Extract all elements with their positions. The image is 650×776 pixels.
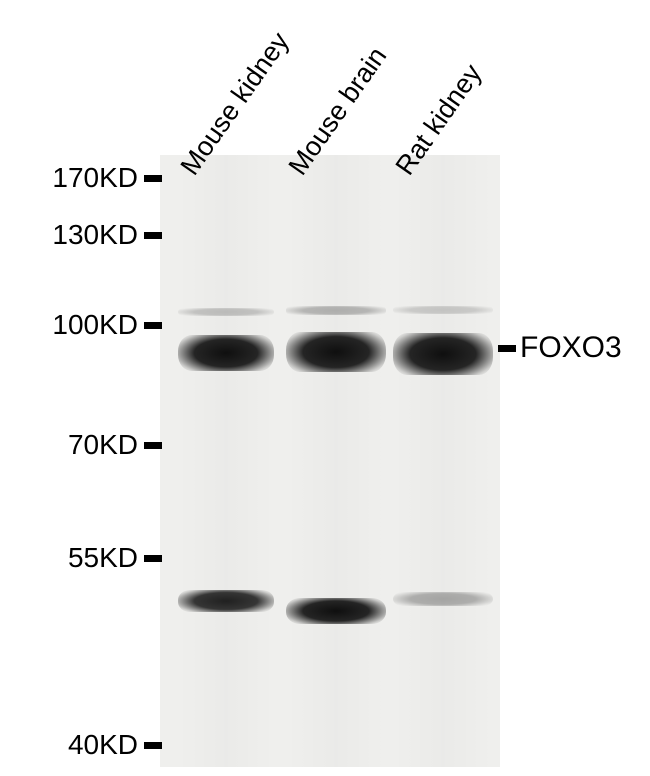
marker-tick [144, 555, 162, 562]
marker-tick [144, 232, 162, 239]
band [178, 335, 274, 371]
band [286, 598, 386, 624]
band [178, 590, 274, 612]
band [286, 306, 386, 315]
band [393, 306, 493, 314]
western-blot: Mouse kidneyMouse brainRat kidney170KD13… [0, 0, 650, 776]
marker-tick [144, 322, 162, 329]
marker-label: 70KD [68, 429, 138, 461]
lane-shade [178, 155, 274, 767]
lane-shade [286, 155, 386, 767]
target-label: FOXO3 [520, 331, 622, 365]
band [393, 592, 493, 606]
band [393, 333, 493, 375]
marker-label: 55KD [68, 542, 138, 574]
marker-label: 170KD [52, 162, 138, 194]
marker-tick [144, 742, 162, 749]
target-tick [498, 345, 516, 352]
marker-label: 40KD [68, 729, 138, 761]
band [178, 308, 274, 316]
lane-shade [393, 155, 493, 767]
marker-label: 100KD [52, 309, 138, 341]
marker-tick [144, 175, 162, 182]
marker-label: 130KD [52, 219, 138, 251]
marker-tick [144, 442, 162, 449]
band [286, 332, 386, 372]
